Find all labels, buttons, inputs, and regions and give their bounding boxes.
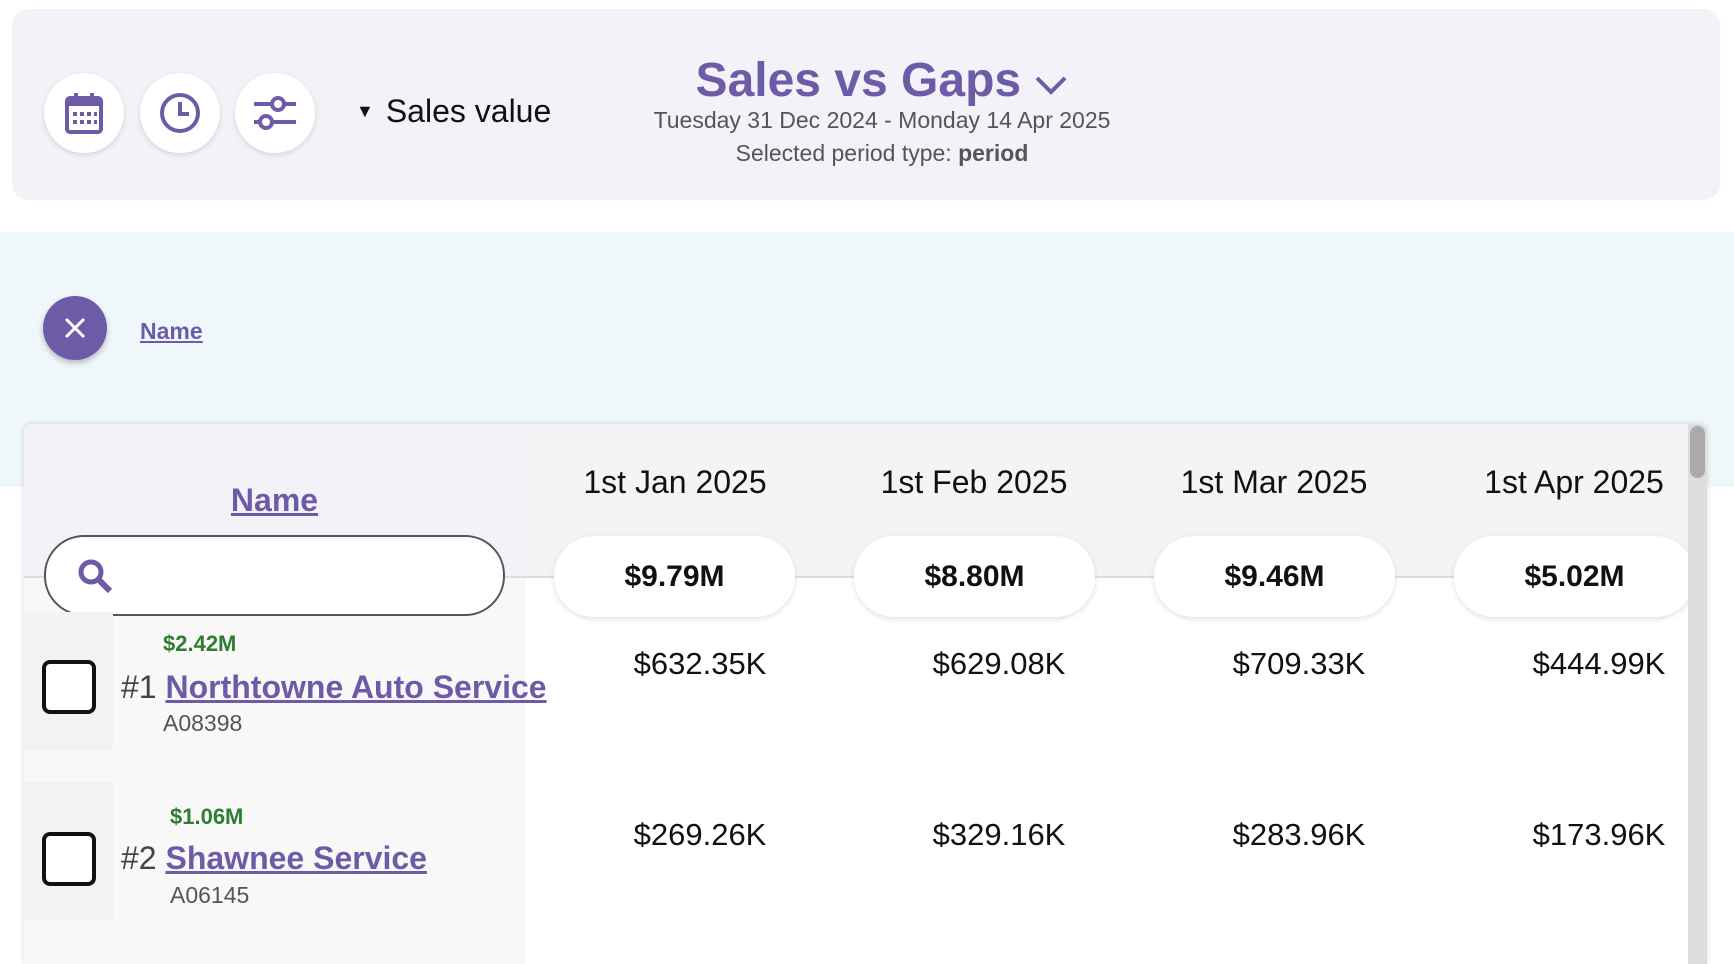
cell-value: $329.16K bbox=[932, 817, 1066, 852]
period-type: Selected period type: period bbox=[512, 140, 1252, 167]
scrollbar-thumb[interactable] bbox=[1690, 426, 1705, 478]
search-icon bbox=[78, 559, 113, 594]
row-name-link[interactable]: Shawnee Service bbox=[165, 840, 427, 876]
close-icon bbox=[64, 317, 86, 339]
data-table: Name 1st Jan 2025 1st Feb 2025 1st Mar 2… bbox=[24, 424, 1707, 964]
measure-dropdown[interactable]: ▼ Sales value bbox=[356, 93, 551, 130]
row-code: A06145 bbox=[170, 882, 250, 908]
column-total: $8.80M bbox=[854, 536, 1095, 617]
filter-settings-button[interactable] bbox=[235, 73, 315, 153]
period-value: period bbox=[958, 140, 1029, 166]
search-input[interactable] bbox=[44, 535, 505, 616]
row-name-link[interactable]: Northtowne Auto Service bbox=[165, 669, 547, 705]
column-header[interactable]: 1st Apr 2025 bbox=[1484, 464, 1664, 500]
title-text: Sales vs Gaps bbox=[695, 54, 1022, 107]
sliders-icon bbox=[254, 96, 296, 130]
cell-value: $629.08K bbox=[932, 646, 1066, 681]
row-total: $2.42M bbox=[163, 631, 237, 656]
cell-value: $709.33K bbox=[1232, 646, 1366, 681]
period-prefix: Selected period type: bbox=[735, 140, 959, 166]
row-checkbox[interactable] bbox=[42, 660, 96, 714]
column-total: $5.02M bbox=[1454, 536, 1695, 617]
cell-value: $269.26K bbox=[633, 817, 767, 852]
report-title[interactable]: Sales vs Gaps bbox=[512, 53, 1252, 108]
cell-value: $283.96K bbox=[1232, 817, 1366, 852]
header-panel: ▼ Sales value Sales vs Gaps Tuesday 31 D… bbox=[12, 9, 1720, 200]
row-code: A08398 bbox=[163, 710, 243, 736]
scrollbar-track[interactable] bbox=[1688, 424, 1707, 964]
column-total: $9.46M bbox=[1154, 536, 1395, 617]
calendar-icon bbox=[65, 93, 103, 134]
cell-value: $632.35K bbox=[633, 646, 767, 681]
row-rank: #2 bbox=[121, 840, 157, 876]
chevron-down-icon bbox=[1036, 76, 1067, 95]
row-checkbox[interactable] bbox=[42, 832, 96, 886]
calendar-button[interactable] bbox=[44, 73, 124, 153]
date-range: Tuesday 31 Dec 2024 - Monday 14 Apr 2025 bbox=[653, 107, 1111, 133]
row-total: $1.06M bbox=[170, 804, 244, 829]
clear-filter-button[interactable] bbox=[43, 296, 107, 360]
row-rank: #1 bbox=[121, 669, 157, 705]
clock-icon bbox=[160, 93, 200, 133]
cell-value: $173.96K bbox=[1532, 817, 1666, 852]
cell-value: $444.99K bbox=[1532, 646, 1666, 681]
filter-name-link[interactable]: Name bbox=[140, 318, 203, 344]
row-label: #2 Shawnee Service bbox=[121, 840, 427, 877]
column-header[interactable]: 1st Mar 2025 bbox=[1180, 464, 1368, 500]
measure-label: Sales value bbox=[385, 93, 552, 129]
time-button[interactable] bbox=[140, 73, 220, 153]
name-sort-header[interactable]: Name bbox=[230, 482, 319, 518]
column-header[interactable]: 1st Feb 2025 bbox=[880, 464, 1068, 500]
column-header[interactable]: 1st Jan 2025 bbox=[583, 464, 767, 500]
column-total: $9.79M bbox=[554, 536, 795, 617]
caret-down-icon: ▼ bbox=[356, 101, 374, 121]
row-label: #1 Northtowne Auto Service bbox=[121, 669, 547, 706]
